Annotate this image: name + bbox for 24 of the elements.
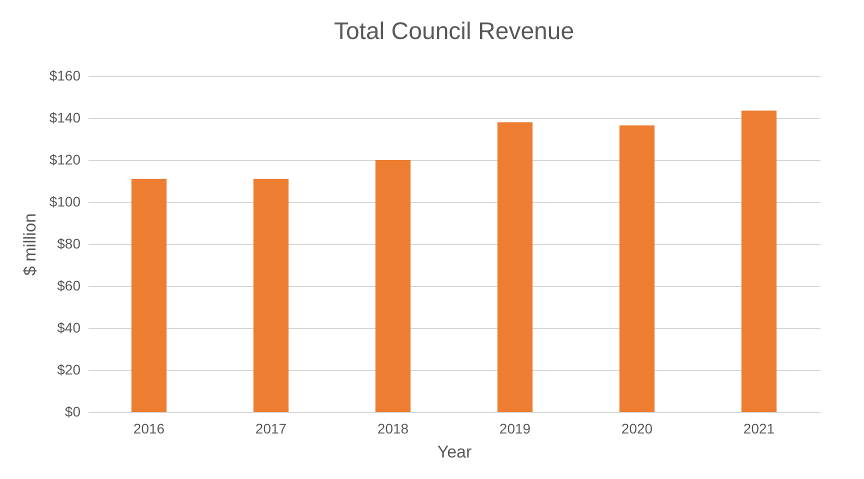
bar bbox=[253, 178, 289, 412]
chart-title: Total Council Revenue bbox=[334, 18, 574, 45]
y-tick-label: $140 bbox=[49, 110, 81, 126]
bar bbox=[619, 125, 655, 412]
x-tick-label: 2016 bbox=[133, 420, 165, 436]
y-tick-label: $40 bbox=[57, 320, 81, 336]
x-tick-label: 2017 bbox=[255, 420, 287, 436]
bar bbox=[131, 178, 167, 412]
x-tick-label: 2021 bbox=[743, 420, 775, 436]
x-tick-label: 2018 bbox=[377, 420, 409, 436]
y-tick-label: $60 bbox=[57, 278, 81, 294]
bar bbox=[497, 122, 533, 412]
y-tick-label: $160 bbox=[49, 68, 81, 84]
x-tick-label: 2020 bbox=[621, 420, 653, 436]
y-tick-label: $120 bbox=[49, 152, 81, 168]
bar bbox=[375, 160, 411, 412]
x-axis-title: Year bbox=[437, 442, 472, 462]
y-axis-title: $ million bbox=[20, 213, 40, 276]
y-tick-label: $100 bbox=[49, 194, 81, 210]
x-tick-label: 2019 bbox=[499, 420, 531, 436]
y-tick-label: $0 bbox=[64, 404, 81, 420]
y-tick-label: $20 bbox=[57, 362, 81, 378]
y-tick-label: $80 bbox=[57, 236, 81, 252]
bar bbox=[741, 110, 777, 412]
